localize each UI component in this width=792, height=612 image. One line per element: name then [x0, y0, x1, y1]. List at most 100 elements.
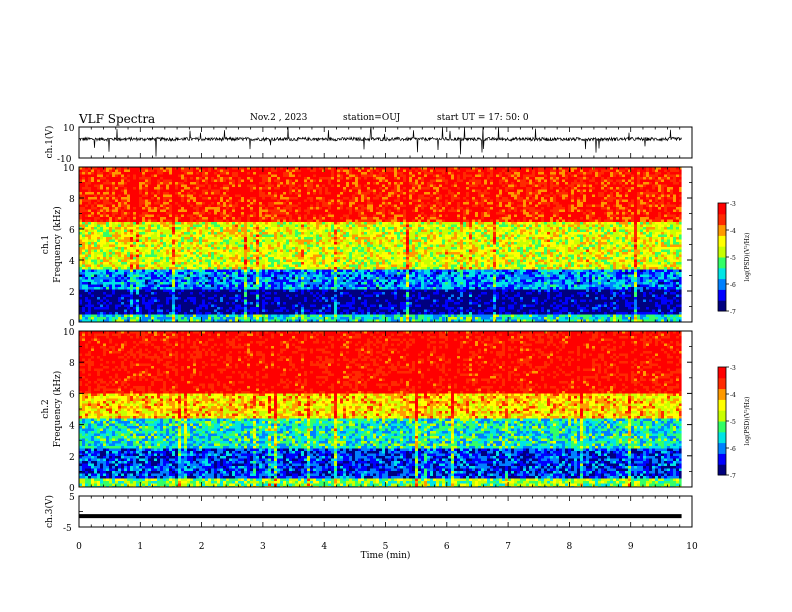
ch1-spectrogram-cell	[208, 287, 211, 290]
ch1-spectrogram-cell	[277, 234, 280, 237]
ch1-spectrogram-cell	[199, 297, 202, 300]
ch1-spectrogram-cell	[100, 217, 103, 220]
ch1-spectrogram-cell	[127, 257, 130, 260]
ch1-spectrogram-cell	[109, 174, 112, 177]
ch1-spectrogram-cell	[112, 267, 115, 270]
ch1-spectrogram-cell	[199, 222, 202, 225]
ch1-spectrogram-cell	[289, 299, 292, 302]
ch1-spectrogram-cell	[181, 224, 184, 227]
ch1-spectrogram-cell	[214, 274, 217, 277]
ch1-spectrogram-cell	[202, 292, 205, 295]
ch1-spectrogram-cell	[184, 287, 187, 290]
ch1-spectrogram-cell	[262, 314, 265, 317]
ch1-spectrogram-cell	[265, 297, 268, 300]
ch1-spectrogram-cell	[214, 224, 217, 227]
ch1-spectrogram-cell	[313, 282, 316, 285]
ch1-spectrogram-cell	[112, 239, 115, 242]
ch1-spectrogram-cell	[139, 194, 142, 197]
ch1-spectrogram-cell	[259, 174, 262, 177]
ch1-spectrogram-cell	[178, 297, 181, 300]
ch1-spectrogram-cell	[166, 287, 169, 290]
ch1-spectrogram-cell	[163, 177, 166, 180]
ch1-spectrogram-cell	[232, 234, 235, 237]
ch1-spectrogram-cell	[124, 284, 127, 287]
ch1-spectrogram-cell	[256, 254, 259, 257]
ch1-spectrogram-cell	[214, 229, 217, 232]
ch1-spectrogram-cell	[88, 269, 91, 272]
ch1-spectrogram-cell	[262, 284, 265, 287]
ch1-spectrogram-cell	[298, 202, 301, 205]
ch1-spectrogram-cell	[133, 229, 136, 232]
ch1-spectrogram-cell	[151, 217, 154, 220]
ch1-spectrogram-cell	[112, 317, 115, 320]
ch1-spectrogram-cell	[226, 169, 229, 172]
ch1-spectrogram-cell	[100, 192, 103, 195]
ch1-spectrogram-cell	[88, 174, 91, 177]
ch1-spectrogram-cell	[172, 237, 175, 240]
ch1-spectrogram-cell	[259, 189, 262, 192]
ch1-spectrogram-cell	[313, 272, 316, 275]
ch1-spectrogram-cell	[187, 279, 190, 282]
ch1-spectrogram-cell	[226, 214, 229, 217]
ch1-spectrogram-cell	[214, 202, 217, 205]
ch1-spectrogram-cell	[301, 209, 304, 212]
ch1-spectrogram-cell	[190, 307, 193, 310]
ch1-spectrogram-cell	[292, 319, 295, 322]
ch1-spectrogram-cell	[91, 292, 94, 295]
ch1-spectrogram-cell	[118, 189, 121, 192]
ch1-spectrogram-cell	[310, 237, 313, 240]
ch1-spectrogram-cell	[259, 264, 262, 267]
ch1-spectrogram-cell	[112, 189, 115, 192]
ch1-spectrogram-cell	[268, 282, 271, 285]
ch1-spectrogram-cell	[304, 172, 307, 175]
ch1-spectrogram-cell	[85, 284, 88, 287]
ch1-spectrogram-cell	[205, 312, 208, 315]
ch1-spectrogram-cell	[316, 219, 319, 222]
ch1-spectrogram-cell	[100, 299, 103, 302]
ch1-spectrogram-cell	[181, 297, 184, 300]
ch1-spectrogram-cell	[292, 169, 295, 172]
ch1-spectrogram-cell	[301, 272, 304, 275]
ch1-spectrogram-cell	[205, 182, 208, 185]
ch1-spectrogram-cell	[172, 267, 175, 270]
ch1-spectrogram-cell	[184, 199, 187, 202]
ch1-spectrogram-cell	[313, 302, 316, 305]
ch1-spectrogram-cell	[172, 314, 175, 317]
ch1-spectrogram-cell	[97, 272, 100, 275]
ch1-spectrogram-cell	[307, 284, 310, 287]
ch1-spectrogram-cell	[136, 184, 139, 187]
ch1-spectrogram-cell	[100, 309, 103, 312]
ch1-spectrogram-cell	[232, 212, 235, 215]
ch1-spectrogram-cell	[142, 189, 145, 192]
ch1-spectrogram-cell	[280, 169, 283, 172]
ch1-spectrogram-cell	[280, 314, 283, 317]
ch1-spectrogram-cell	[280, 292, 283, 295]
ch1-spectrogram-cell	[319, 174, 322, 177]
ch1-spectrogram-cell	[241, 289, 244, 292]
ch1-spectrogram-cell	[124, 167, 127, 170]
ch1-spectrogram-cell	[88, 319, 91, 322]
ch1-spectrogram-cell	[298, 209, 301, 212]
ch1-spectrogram-cell	[211, 212, 214, 215]
ch1-spectrogram-cell	[127, 252, 130, 255]
ch1-spectrogram-cell	[142, 262, 145, 265]
ch1-spectrogram-cell	[277, 224, 280, 227]
ch1-spectrogram-cell	[223, 194, 226, 197]
ch1-spectrogram-cell	[313, 304, 316, 307]
ch1-spectrogram-cell	[211, 254, 214, 257]
ch1-spectrogram-cell	[103, 302, 106, 305]
ch1-spectrogram-cell	[148, 287, 151, 290]
ch1-spectrogram-cell	[307, 177, 310, 180]
ch1-spectrogram-cell	[298, 317, 301, 320]
ch1-spectrogram-cell	[166, 224, 169, 227]
ch1-spectrogram-cell	[139, 229, 142, 232]
ch1-spectrogram-cell	[259, 289, 262, 292]
ch1-spectrogram-cell	[286, 292, 289, 295]
ch1-spectrogram-cell	[91, 277, 94, 280]
ch1-spectrogram-cell	[139, 264, 142, 267]
ch1-spectrogram-cell	[199, 304, 202, 307]
ch1-spectrogram-cell	[211, 197, 214, 200]
ch1-spectrogram-cell	[220, 167, 223, 170]
ch1-spectrogram-cell	[181, 174, 184, 177]
ch1-spectrogram-cell	[127, 214, 130, 217]
